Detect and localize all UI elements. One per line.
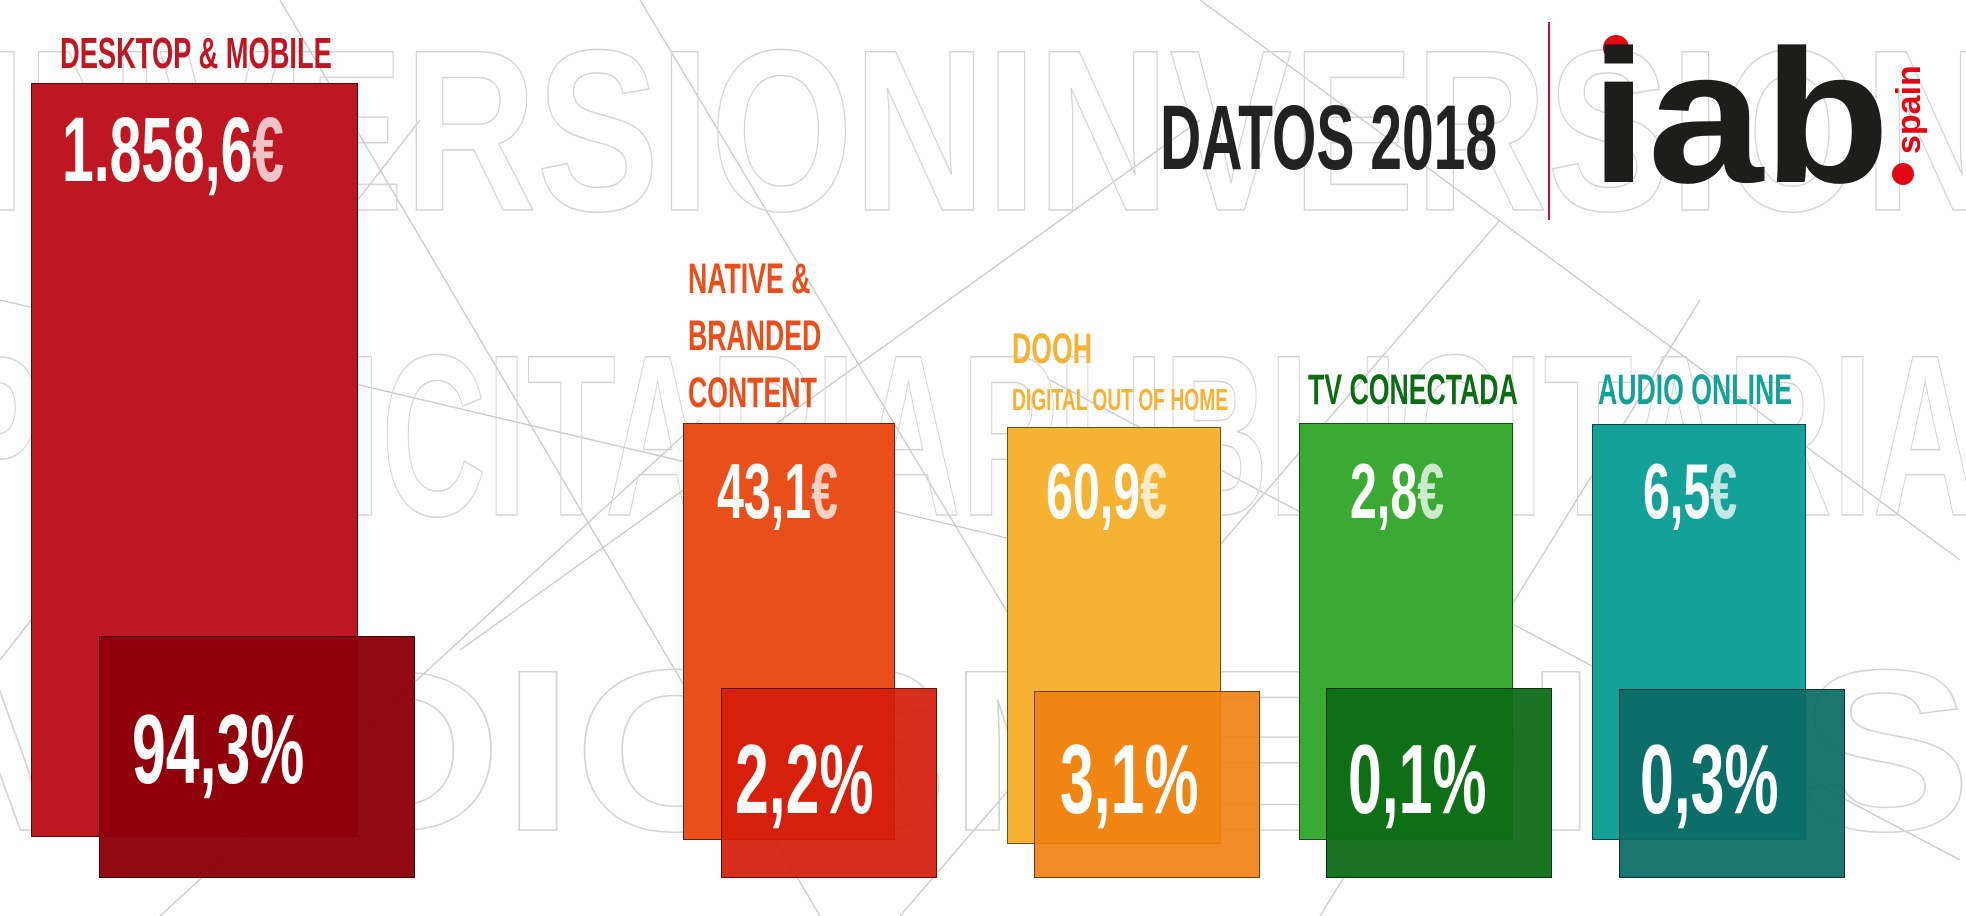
- label-native-line1: NATIVE &: [688, 255, 811, 303]
- pct-box-desktop-mobile: [99, 636, 415, 878]
- logo-divider: [1548, 22, 1550, 220]
- label-audio-online: AUDIO ONLINE: [1598, 366, 1793, 414]
- label-native-line3: CONTENT: [688, 369, 817, 417]
- value-desktop-mobile: 1.858,6€: [62, 104, 284, 196]
- pct-native-branded: 2,2%: [735, 724, 874, 834]
- label-desktop-mobile: DESKTOP & MOBILE: [60, 29, 332, 78]
- sublabel-dooh: DIGITAL OUT OF HOME: [1012, 382, 1229, 417]
- value-native-branded: 43,1€: [717, 452, 838, 530]
- pct-tv-conectada: 0,1%: [1348, 724, 1487, 834]
- value-dooh: 60,9€: [1046, 452, 1167, 530]
- value-number: 2,8: [1350, 447, 1418, 535]
- value-number: 43,1: [717, 447, 812, 535]
- currency-symbol: €: [1710, 447, 1738, 535]
- currency-symbol: €: [811, 447, 839, 535]
- pct-box-audio-online: [1619, 689, 1845, 878]
- pct-dooh: 3,1%: [1060, 724, 1199, 834]
- iab-spain-logo: iab spain: [1590, 22, 1928, 202]
- label-dooh: DOOH: [1012, 325, 1092, 373]
- logo-suffix: spain: [1890, 65, 1928, 154]
- logo-text: iab: [1590, 22, 1890, 202]
- value-number: 6,5: [1643, 447, 1711, 535]
- value-tv-conectada: 2,8€: [1350, 452, 1444, 530]
- pct-audio-online: 0,3%: [1640, 724, 1779, 834]
- pct-box-dooh: [1034, 691, 1260, 878]
- currency-symbol: €: [1417, 447, 1445, 535]
- pct-desktop-mobile: 94,3%: [132, 694, 305, 804]
- chart-title: DATOS 2018: [1160, 87, 1498, 189]
- label-native-line2: BRANDED: [688, 312, 822, 360]
- value-audio-online: 6,5€: [1643, 452, 1737, 530]
- value-number: 1.858,6: [62, 99, 253, 201]
- label-tv-conectada: TV CONECTADA: [1308, 366, 1518, 414]
- pct-box-native-branded: [721, 688, 937, 878]
- currency-symbol: €: [252, 99, 285, 201]
- pct-box-tv-conectada: [1326, 688, 1552, 878]
- value-number: 60,9: [1046, 447, 1141, 535]
- currency-symbol: €: [1140, 447, 1168, 535]
